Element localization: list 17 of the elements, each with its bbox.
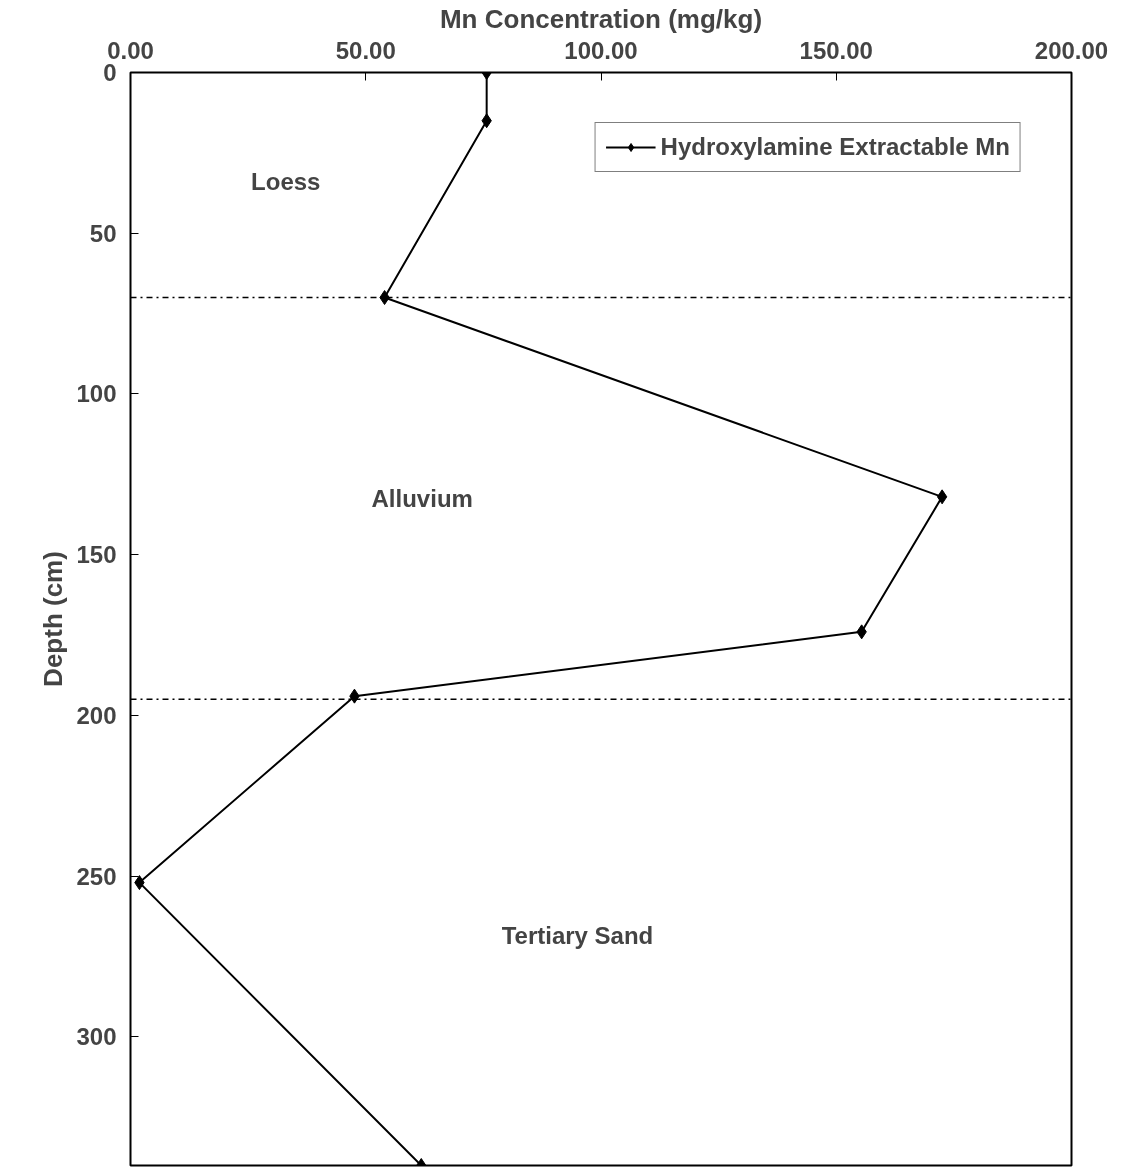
y-tick-label: 200 <box>76 701 117 729</box>
point <box>936 489 948 505</box>
y-tick-label: 300 <box>76 1023 117 1051</box>
x-axis-title: Mn Concentration (mg/kg) <box>439 3 763 34</box>
annotation: Loess <box>251 168 321 196</box>
x-tick-label: 50.00 <box>335 36 396 64</box>
annotation: Alluvium <box>371 485 473 513</box>
legend-label: Hydroxylamine Extractable Mn <box>660 133 1010 161</box>
x-tick-label: 150.00 <box>799 36 873 64</box>
y-tick-label: 250 <box>76 862 117 890</box>
y-tick-label: 150 <box>76 541 117 569</box>
annotation: Tertiary Sand <box>501 922 654 950</box>
x-tick-label: 100.00 <box>564 36 638 64</box>
y-axis-title: Depth (cm) <box>38 551 69 687</box>
y-tick-label: 100 <box>76 380 117 408</box>
y-tick-label: 50 <box>89 219 117 247</box>
x-tick-label: 200.00 <box>1034 36 1109 64</box>
